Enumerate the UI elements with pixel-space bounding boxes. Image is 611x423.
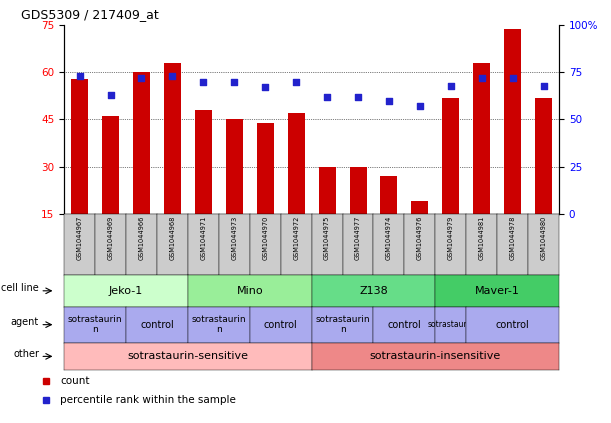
Text: GDS5309 / 217409_at: GDS5309 / 217409_at (21, 8, 159, 21)
Bar (474, 63, 490, 214)
Bar (381, 176, 397, 214)
Point (384, 97, 394, 104)
Text: GSM1044969: GSM1044969 (108, 215, 114, 260)
Text: GSM1044972: GSM1044972 (293, 215, 299, 260)
Text: Mino: Mino (236, 286, 263, 296)
Text: sotrastaurin-insensitive: sotrastaurin-insensitive (370, 352, 501, 361)
Bar (411, 201, 428, 214)
Point (322, 93, 332, 100)
Point (539, 82, 549, 89)
Bar (349, 167, 367, 214)
Bar (133, 72, 150, 214)
Bar (71, 79, 88, 214)
Text: GSM1044979: GSM1044979 (448, 215, 454, 260)
Text: GSM1044966: GSM1044966 (139, 215, 144, 260)
Point (446, 82, 456, 89)
Point (229, 79, 239, 85)
Text: sotrastaurin
n: sotrastaurin n (191, 315, 246, 334)
Bar (442, 98, 459, 214)
Text: GSM1044967: GSM1044967 (76, 215, 82, 260)
Bar (257, 123, 274, 214)
Text: GSM1044977: GSM1044977 (355, 215, 361, 260)
Text: sotrastaurin
n: sotrastaurin n (315, 315, 370, 334)
Text: GSM1044974: GSM1044974 (386, 215, 392, 260)
Point (137, 75, 147, 82)
Text: GSM1044971: GSM1044971 (200, 215, 207, 260)
Text: control: control (264, 320, 298, 330)
Text: GSM1044978: GSM1044978 (510, 215, 516, 260)
Text: control: control (496, 320, 530, 330)
Text: GSM1044976: GSM1044976 (417, 215, 423, 260)
Bar (318, 167, 335, 214)
Text: GSM1044968: GSM1044968 (169, 215, 175, 260)
Bar (535, 98, 552, 214)
Point (167, 73, 177, 80)
Text: cell line: cell line (1, 283, 39, 293)
Bar (226, 120, 243, 214)
Text: percentile rank within the sample: percentile rank within the sample (60, 395, 236, 405)
Point (291, 79, 301, 85)
Text: Z138: Z138 (359, 286, 388, 296)
Text: GSM1044981: GSM1044981 (479, 215, 485, 260)
Text: GSM1044975: GSM1044975 (324, 215, 330, 260)
Point (106, 92, 115, 99)
Point (260, 84, 270, 91)
Text: count: count (60, 376, 89, 386)
Bar (504, 28, 521, 214)
Point (508, 75, 518, 82)
Bar (288, 113, 305, 214)
Bar (195, 110, 212, 214)
Point (75, 73, 84, 80)
Bar (164, 63, 181, 214)
Text: sotrastaurin: sotrastaurin (427, 320, 474, 329)
Point (199, 79, 208, 85)
Text: control: control (387, 320, 421, 330)
Text: GSM1044973: GSM1044973 (232, 215, 237, 260)
Point (353, 93, 363, 100)
Bar (102, 116, 119, 214)
Point (477, 75, 486, 82)
Text: GSM1044970: GSM1044970 (262, 215, 268, 260)
Text: control: control (140, 320, 174, 330)
Text: other: other (13, 349, 39, 359)
Point (415, 103, 425, 110)
Text: agent: agent (11, 317, 39, 327)
Text: sotrastaurin-sensitive: sotrastaurin-sensitive (127, 352, 249, 361)
Text: Jeko-1: Jeko-1 (109, 286, 143, 296)
Text: GSM1044980: GSM1044980 (541, 215, 547, 260)
Text: Maver-1: Maver-1 (475, 286, 519, 296)
Text: sotrastaurin
n: sotrastaurin n (68, 315, 122, 334)
